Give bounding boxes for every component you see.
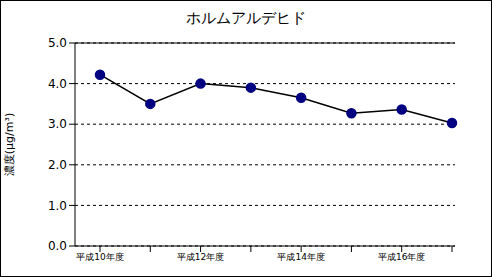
- svg-text:平成14年度: 平成14年度: [277, 252, 324, 262]
- svg-text:1.0: 1.0: [48, 199, 67, 213]
- html-text:ホルムアルデヒド: ホルムアルデヒド: [186, 9, 306, 27]
- svg-text:濃度(μg/m³): 濃度(μg/m³): [8, 113, 16, 176]
- svg-text:3.0: 3.0: [48, 117, 67, 131]
- svg-text:4.0: 4.0: [48, 77, 67, 91]
- svg-text:平成16年度: 平成16年度: [378, 252, 425, 262]
- svg-text:平成10年度: 平成10年度: [76, 252, 123, 262]
- svg-text:平成12年度: 平成12年度: [177, 252, 224, 262]
- svg-text:2.0: 2.0: [48, 158, 67, 172]
- svg-text:0.0: 0.0: [48, 239, 67, 253]
- svg-text:5.0: 5.0: [48, 36, 67, 50]
